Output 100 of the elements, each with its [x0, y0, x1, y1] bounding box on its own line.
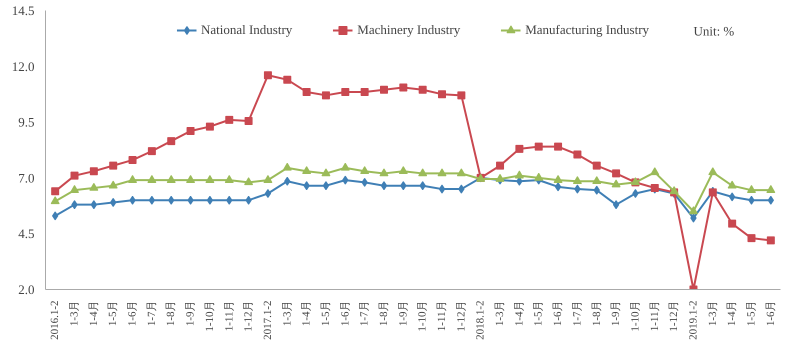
point [457, 91, 466, 100]
y-tick-label: 2.0 [18, 282, 34, 297]
point [496, 174, 505, 182]
point [167, 137, 176, 146]
point [264, 71, 272, 80]
point [302, 88, 311, 96]
x-tick-label: 1-10月 [204, 300, 216, 332]
x-tick-label: 2017.1-2 [262, 300, 274, 340]
x-tick-label: 1-6月 [126, 300, 139, 326]
point [592, 176, 602, 184]
point [361, 178, 368, 187]
point [263, 175, 272, 183]
x-tick-label: 1-5月 [107, 300, 120, 326]
point [283, 76, 292, 84]
point [747, 234, 756, 242]
point [515, 144, 524, 153]
point [322, 91, 330, 100]
point [360, 88, 369, 96]
x-tick-label: 1-12月 [668, 300, 680, 332]
point [456, 168, 466, 176]
point [458, 184, 465, 194]
x-tick-label: 1-12月 [455, 300, 468, 332]
x-tick-label: 1-3月 [706, 300, 719, 326]
point [534, 172, 544, 181]
point [70, 185, 80, 193]
x-tick-label: 1-5月 [320, 300, 332, 326]
point [399, 84, 408, 92]
point [748, 196, 755, 205]
point [70, 172, 79, 180]
point [90, 200, 98, 210]
x-tick-label: 1-8月 [165, 300, 178, 326]
x-tick-label: 1-11月 [436, 300, 448, 332]
point [341, 88, 350, 96]
y-tick-label: 7.0 [18, 170, 34, 186]
point [166, 175, 176, 183]
y-tick-label: 9.5 [18, 114, 34, 130]
point [592, 162, 601, 170]
x-tick-label: 1-6月 [552, 300, 564, 326]
x-tick-label: 1-9月 [397, 300, 410, 326]
point [302, 166, 312, 174]
x-tick-label: 1-9月 [610, 300, 622, 326]
x-tick-label: 1-4月 [300, 300, 313, 326]
point [225, 116, 234, 124]
x-tick-label: 1-8月 [378, 300, 390, 326]
annotation: Unit: % [693, 23, 734, 38]
x-tick-label: 1-3月 [281, 300, 294, 326]
legend-label: National Industry [200, 22, 292, 38]
point [50, 196, 60, 204]
x-tick-label: 1-8月 [590, 300, 603, 326]
point [612, 200, 620, 210]
point [379, 168, 388, 176]
point [244, 177, 254, 186]
point [573, 150, 582, 158]
legend-label: Machinery Industry [357, 22, 460, 38]
point [340, 162, 350, 171]
point [129, 196, 136, 205]
point [360, 166, 370, 174]
x-tick-label: 1-10月 [416, 300, 429, 332]
point [205, 175, 214, 183]
point [224, 175, 234, 183]
x-tick-label: 1-7月 [146, 300, 158, 326]
y-tick-label: 12.0 [12, 58, 34, 74]
point [650, 167, 660, 176]
point [398, 166, 408, 174]
point [766, 236, 775, 244]
y-tick-label: 14.5 [12, 3, 34, 18]
point [206, 196, 214, 205]
x-tick-label: 2018.1-2 [474, 300, 487, 340]
point [108, 180, 118, 189]
x-tick-label: 1-7月 [571, 300, 584, 326]
point [728, 180, 737, 189]
point [746, 185, 756, 193]
point [554, 182, 562, 192]
point [303, 181, 310, 190]
point [206, 122, 214, 131]
point [148, 147, 156, 156]
point [496, 162, 504, 170]
point [574, 184, 581, 194]
point [690, 214, 697, 223]
x-tick-label: 1-7月 [358, 300, 371, 326]
point [612, 179, 621, 188]
point [380, 181, 388, 190]
point [554, 142, 562, 151]
point [708, 167, 718, 176]
point [632, 189, 639, 198]
legend-label: Manufacturing Industry [525, 22, 650, 38]
point [148, 196, 156, 205]
point [109, 162, 118, 170]
x-tick-label: 1-3月 [494, 300, 506, 326]
x-tick-label: 2019.1-2 [687, 300, 700, 340]
point [438, 168, 447, 176]
point [728, 220, 736, 228]
point [89, 182, 98, 191]
point [514, 170, 524, 178]
x-tick-label: 1-3月 [68, 300, 81, 326]
x-tick-label: 2016.1-2 [49, 300, 62, 340]
x-tick-label: 1-5月 [745, 300, 758, 326]
point [245, 196, 252, 205]
point [534, 142, 543, 151]
x-tick-label: 1-6月 [339, 300, 352, 326]
